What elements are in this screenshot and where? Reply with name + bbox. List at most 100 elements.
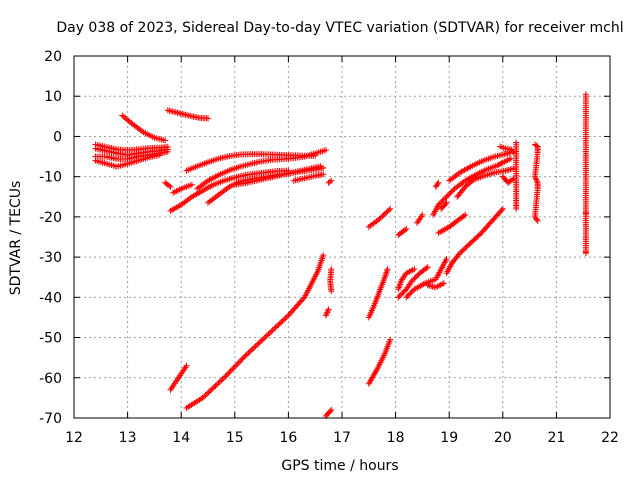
data-point-series-31 [458, 248, 465, 255]
data-point-series-16 [206, 388, 213, 395]
data-point-series-26 [406, 291, 412, 298]
data-point-series-16 [205, 389, 212, 396]
y-tick-label: -30 [39, 250, 62, 266]
data-point-series-37 [509, 176, 516, 183]
y-tick-label: -50 [39, 331, 62, 347]
data-point-series-31 [498, 207, 505, 214]
data-point-series-24 [414, 272, 421, 279]
data-point-series-24 [410, 276, 417, 283]
data-point-series-22 [383, 209, 390, 216]
data-point-series-16 [273, 323, 280, 330]
data-point-series-24 [400, 288, 407, 295]
data-point-series-16 [283, 313, 290, 320]
data-point-series-31 [463, 243, 470, 250]
data-point-series-16 [209, 385, 216, 392]
data-point-series-6 [166, 182, 173, 189]
data-point-series-16 [199, 394, 206, 401]
data-point-series-39 [534, 217, 541, 224]
chart-title: Day 038 of 2023, Sidereal Day-to-day VTE… [56, 20, 623, 36]
data-point-series-39 [533, 176, 540, 183]
data-point-series-16 [222, 373, 229, 380]
data-point-series-24 [399, 290, 406, 297]
data-point-series-16 [215, 380, 222, 387]
data-point-series-16 [262, 333, 269, 340]
data-point-series-16 [225, 370, 232, 377]
data-point-series-22 [380, 212, 387, 219]
data-point-series-31 [475, 232, 482, 239]
data-point-series-32 [510, 165, 517, 172]
data-point-series-35 [443, 199, 450, 206]
data-point-series-36 [435, 179, 442, 186]
data-point-series-16 [256, 339, 263, 346]
data-point-series-38 [513, 205, 520, 212]
data-point-series-16 [241, 354, 248, 361]
data-point-series-29 [440, 196, 447, 203]
data-point-series-31 [473, 235, 479, 242]
data-point-series-16 [251, 344, 258, 351]
data-point-series-16 [202, 392, 209, 399]
data-point-series-30 [460, 212, 467, 219]
data-point-series-16 [234, 360, 241, 367]
x-tick-label: 16 [279, 430, 297, 446]
x-tick-label: 12 [65, 430, 83, 446]
x-tick-label: 19 [440, 430, 458, 446]
y-tick-label: -70 [39, 411, 62, 427]
data-point-series-16 [212, 382, 219, 389]
data-point-series-31 [470, 237, 477, 244]
data-point-series-31 [477, 231, 484, 238]
data-point-series-16 [230, 365, 237, 372]
data-point-series-6 [167, 183, 174, 190]
y-tick-label: 20 [44, 49, 62, 65]
data-point-series-24 [424, 264, 431, 271]
data-point-series-16 [229, 366, 236, 373]
data-point-series-31 [471, 236, 478, 243]
data-point-series-22 [387, 205, 394, 212]
y-tick-label: 0 [53, 129, 62, 145]
data-point-series-23 [401, 226, 408, 233]
data-point-series-16 [269, 327, 276, 334]
data-point-series-24 [412, 274, 419, 281]
y-tick-label: -40 [39, 290, 62, 306]
data-point-series-16 [242, 352, 249, 359]
data-point-series-40 [582, 250, 589, 257]
data-point-series-26 [407, 290, 414, 297]
y-tick-label: -20 [39, 210, 62, 226]
data-point-series-16 [245, 349, 252, 356]
data-point-series-16 [216, 378, 223, 385]
data-points [92, 91, 589, 419]
data-point-series-29 [439, 197, 446, 204]
x-tick-label: 20 [494, 430, 512, 446]
data-point-series-5 [205, 115, 211, 122]
data-point-series-16 [211, 384, 218, 391]
data-point-series-22 [381, 210, 388, 217]
data-point-series-29 [442, 195, 449, 202]
x-tick-label: 21 [547, 430, 565, 446]
y-tick-label: -10 [39, 170, 62, 186]
y-tick-label: -60 [39, 371, 62, 387]
x-tick-label: 22 [601, 430, 619, 446]
data-point-series-16 [253, 341, 260, 348]
data-point-series-36 [434, 181, 441, 188]
data-point-series-20 [387, 336, 394, 343]
data-point-series-16 [275, 321, 282, 328]
data-point-series-29 [497, 160, 504, 167]
data-point-series-16 [208, 386, 215, 393]
data-point-series-31 [499, 205, 506, 212]
data-point-series-29 [447, 189, 454, 196]
data-point-series-24 [396, 292, 403, 299]
data-point-series-16 [281, 316, 288, 323]
data-point-series-18 [328, 288, 335, 295]
x-tick-label: 18 [387, 430, 405, 446]
data-point-series-29 [444, 192, 451, 199]
data-point-series-16 [226, 369, 233, 376]
data-point-series-24 [411, 275, 418, 282]
data-point-series-16 [233, 362, 240, 369]
data-point-series-19 [328, 406, 335, 413]
x-tick-label: 17 [333, 430, 351, 446]
data-point-series-16 [276, 320, 283, 327]
data-point-series-24 [408, 278, 415, 285]
data-point-series-23 [403, 225, 410, 232]
data-point-series-16 [221, 374, 228, 381]
